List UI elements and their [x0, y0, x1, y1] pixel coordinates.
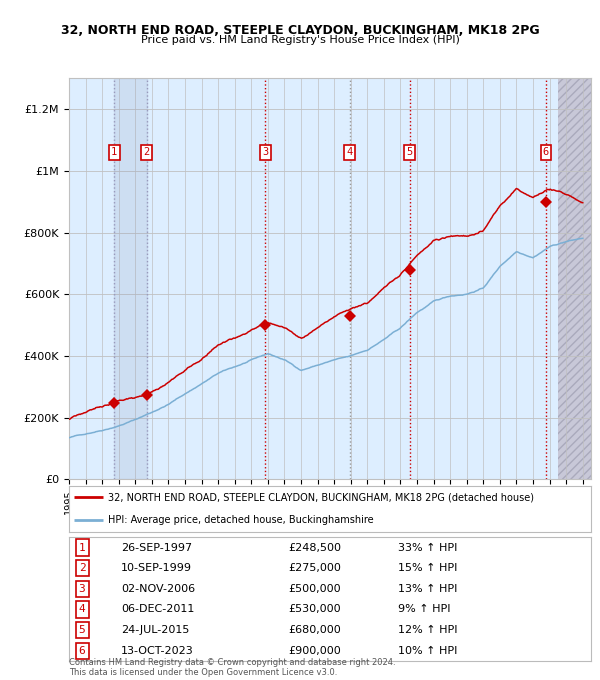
- Text: £275,000: £275,000: [288, 563, 341, 573]
- Text: 10% ↑ HPI: 10% ↑ HPI: [398, 645, 457, 656]
- Text: 5: 5: [407, 148, 413, 157]
- Text: 06-DEC-2011: 06-DEC-2011: [121, 605, 194, 615]
- Text: 3: 3: [262, 148, 268, 157]
- Text: 13-OCT-2023: 13-OCT-2023: [121, 645, 194, 656]
- Text: £680,000: £680,000: [288, 625, 341, 635]
- Text: 12% ↑ HPI: 12% ↑ HPI: [398, 625, 457, 635]
- Text: 32, NORTH END ROAD, STEEPLE CLAYDON, BUCKINGHAM, MK18 2PG (detached house): 32, NORTH END ROAD, STEEPLE CLAYDON, BUC…: [108, 492, 534, 502]
- Text: 32, NORTH END ROAD, STEEPLE CLAYDON, BUCKINGHAM, MK18 2PG: 32, NORTH END ROAD, STEEPLE CLAYDON, BUC…: [61, 24, 539, 37]
- Text: £500,000: £500,000: [288, 583, 341, 594]
- Text: £248,500: £248,500: [288, 543, 341, 553]
- Text: 5: 5: [79, 625, 85, 635]
- Text: 3: 3: [79, 583, 85, 594]
- Text: Price paid vs. HM Land Registry's House Price Index (HPI): Price paid vs. HM Land Registry's House …: [140, 35, 460, 46]
- Text: 10-SEP-1999: 10-SEP-1999: [121, 563, 192, 573]
- Text: Contains HM Land Registry data © Crown copyright and database right 2024.: Contains HM Land Registry data © Crown c…: [69, 658, 395, 667]
- Text: 1: 1: [79, 543, 85, 553]
- Text: This data is licensed under the Open Government Licence v3.0.: This data is licensed under the Open Gov…: [69, 668, 337, 677]
- Text: 1: 1: [111, 148, 118, 157]
- Text: 24-JUL-2015: 24-JUL-2015: [121, 625, 190, 635]
- Text: 9% ↑ HPI: 9% ↑ HPI: [398, 605, 451, 615]
- Text: 6: 6: [543, 148, 549, 157]
- Text: 33% ↑ HPI: 33% ↑ HPI: [398, 543, 457, 553]
- Text: 13% ↑ HPI: 13% ↑ HPI: [398, 583, 457, 594]
- Bar: [114, 78, 147, 479]
- Text: 4: 4: [346, 148, 353, 157]
- Text: £900,000: £900,000: [288, 645, 341, 656]
- Text: 15% ↑ HPI: 15% ↑ HPI: [398, 563, 457, 573]
- Text: £530,000: £530,000: [288, 605, 341, 615]
- Text: 26-SEP-1997: 26-SEP-1997: [121, 543, 193, 553]
- Text: HPI: Average price, detached house, Buckinghamshire: HPI: Average price, detached house, Buck…: [108, 515, 374, 525]
- Text: 6: 6: [79, 645, 85, 656]
- Bar: [558, 78, 591, 479]
- Text: 02-NOV-2006: 02-NOV-2006: [121, 583, 196, 594]
- Text: 2: 2: [143, 148, 150, 157]
- Text: 4: 4: [79, 605, 85, 615]
- Text: 2: 2: [79, 563, 85, 573]
